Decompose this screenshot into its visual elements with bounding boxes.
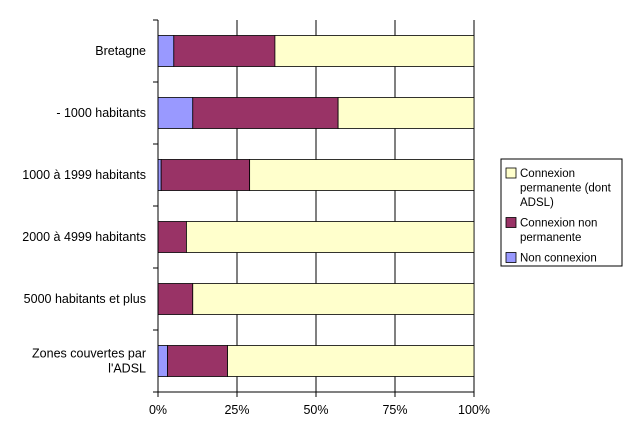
- category-label: 1000 à 1999 habitants: [22, 168, 146, 182]
- bar-segment: [249, 159, 475, 191]
- x-tick-label: 75%: [382, 403, 407, 417]
- legend-box: [500, 158, 623, 267]
- bar-segment: [157, 283, 194, 315]
- legend-swatch: [505, 217, 517, 228]
- bar-segment: [192, 283, 475, 315]
- category-label: l'ADSL: [108, 362, 146, 376]
- legend-label: ADSL): [520, 197, 554, 209]
- category-label: 5000 habitants et plus: [24, 292, 146, 306]
- category-label: 2000 à 4999 habitants: [22, 230, 146, 244]
- bar-segment: [157, 345, 168, 377]
- bar-segment: [227, 345, 475, 377]
- x-tick-label: 50%: [303, 403, 328, 417]
- bar-segment: [186, 221, 475, 253]
- legend-label: permanente: [520, 232, 581, 244]
- x-tick-label: 100%: [458, 403, 490, 417]
- legend-label: permanente (dont: [520, 183, 612, 195]
- bar-segment: [173, 35, 276, 67]
- bar-segment: [157, 35, 175, 67]
- legend-swatch: [505, 252, 517, 263]
- category-label: - 1000 habitants: [56, 106, 146, 120]
- x-tick-label: 25%: [224, 403, 249, 417]
- bar-segment: [157, 97, 194, 129]
- x-tick-label: 0%: [149, 403, 167, 417]
- legend-label: Connexion non: [520, 218, 597, 230]
- bar-segment: [157, 221, 187, 253]
- bar-segment: [192, 97, 339, 129]
- legend-swatch: [505, 167, 517, 179]
- category-label: Zones couvertes par: [32, 347, 146, 361]
- category-label: Bretagne: [95, 44, 146, 58]
- legend-label: Connexion: [520, 168, 575, 180]
- bar-segment: [274, 35, 475, 67]
- bar-segment: [160, 159, 251, 191]
- bar-segment: [167, 345, 228, 377]
- legend-label: Non connexion: [520, 253, 597, 265]
- bar-segment: [337, 97, 475, 129]
